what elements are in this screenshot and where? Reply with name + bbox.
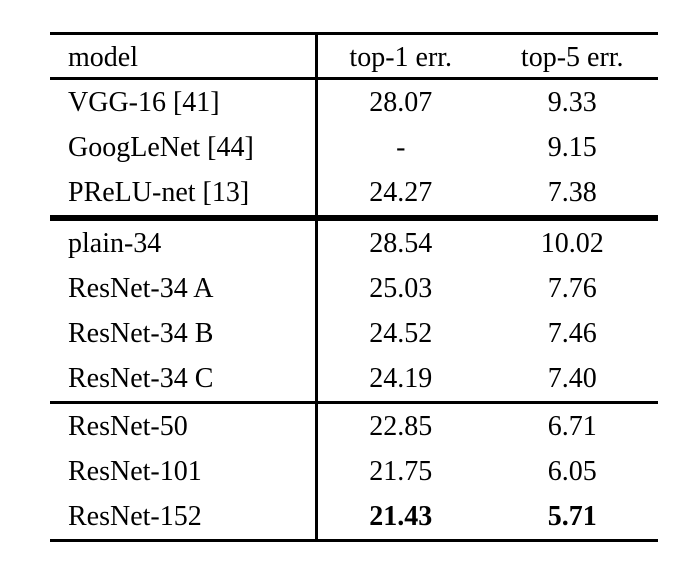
top5-err-cell: 7.40 (547, 363, 597, 394)
table-row: ResNet-34 C 24.19 7.40 (50, 356, 658, 401)
column-divider (315, 35, 318, 539)
top1-err-cell: 21.75 (369, 456, 433, 487)
column-header-top5-err: top-5 err. (520, 42, 624, 73)
top5-err-cell: 7.46 (547, 318, 597, 349)
column-header-model: model (68, 42, 138, 73)
model-cell: ResNet-34 C (68, 363, 214, 394)
model-cell: ResNet-34 A (68, 273, 214, 304)
top1-err-cell: 22.85 (369, 411, 433, 442)
top5-err-cell: 7.38 (547, 177, 597, 208)
top5-err-cell: 9.33 (547, 87, 597, 118)
model-cell: GoogLeNet [44] (68, 132, 254, 163)
section-deep-resnets: ResNet-50 22.85 6.71 ResNet-101 21.75 6.05 Res… (50, 404, 658, 539)
top1-err-cell: 24.27 (369, 177, 433, 208)
model-cell: ResNet-34 B (68, 318, 214, 349)
table-row: PReLU-net [13] 24.27 7.38 (50, 170, 658, 215)
table-row: ResNet-34 A 25.03 7.76 (50, 266, 658, 311)
section-34-layer-models: plain-34 28.54 10.02 ResNet-34 A 25.03 7.76 Re… (50, 221, 658, 401)
table-row: VGG-16 [41] 28.07 9.33 (50, 80, 658, 125)
column-header-top1-err: top-1 err. (349, 42, 453, 73)
top5-err-cell: 5.71 (547, 501, 597, 532)
section-prior-models: VGG-16 [41] 28.07 9.33 GoogLeNet [44] - 9.15 P… (50, 80, 658, 215)
model-cell: ResNet-152 (68, 501, 202, 532)
model-cell: VGG-16 [41] (68, 87, 220, 118)
top1-err-cell: 25.03 (369, 273, 433, 304)
results-table: model top-1 err. top-5 err. VGG-16 [41] 2… (50, 32, 658, 542)
top1-err-cell: 28.54 (369, 228, 433, 259)
table-row: ResNet-101 21.75 6.05 (50, 449, 658, 494)
top1-err-cell: - (396, 132, 406, 163)
top5-err-cell: 10.02 (540, 228, 604, 259)
table-header-row: model top-1 err. top-5 err. (50, 35, 658, 80)
model-cell: PReLU-net [13] (68, 177, 250, 208)
top5-err-cell: 7.76 (547, 273, 597, 304)
top5-err-cell: 6.71 (547, 411, 597, 442)
table-row: plain-34 28.54 10.02 (50, 221, 658, 266)
table-row: ResNet-152 21.43 5.71 (50, 494, 658, 539)
top1-err-cell: 28.07 (369, 87, 433, 118)
model-cell: plain-34 (68, 228, 162, 259)
section-rule (50, 401, 658, 404)
table-row: GoogLeNet [44] - 9.15 (50, 125, 658, 170)
table-row: ResNet-50 22.85 6.71 (50, 404, 658, 449)
model-cell: ResNet-101 (68, 456, 202, 487)
top1-err-cell: 21.43 (369, 501, 433, 532)
top5-err-cell: 9.15 (547, 132, 597, 163)
model-cell: ResNet-50 (68, 411, 188, 442)
top5-err-cell: 6.05 (547, 456, 597, 487)
top1-err-cell: 24.19 (369, 363, 433, 394)
table-row: ResNet-34 B 24.52 7.46 (50, 311, 658, 356)
top1-err-cell: 24.52 (369, 318, 433, 349)
double-rule (50, 215, 658, 221)
